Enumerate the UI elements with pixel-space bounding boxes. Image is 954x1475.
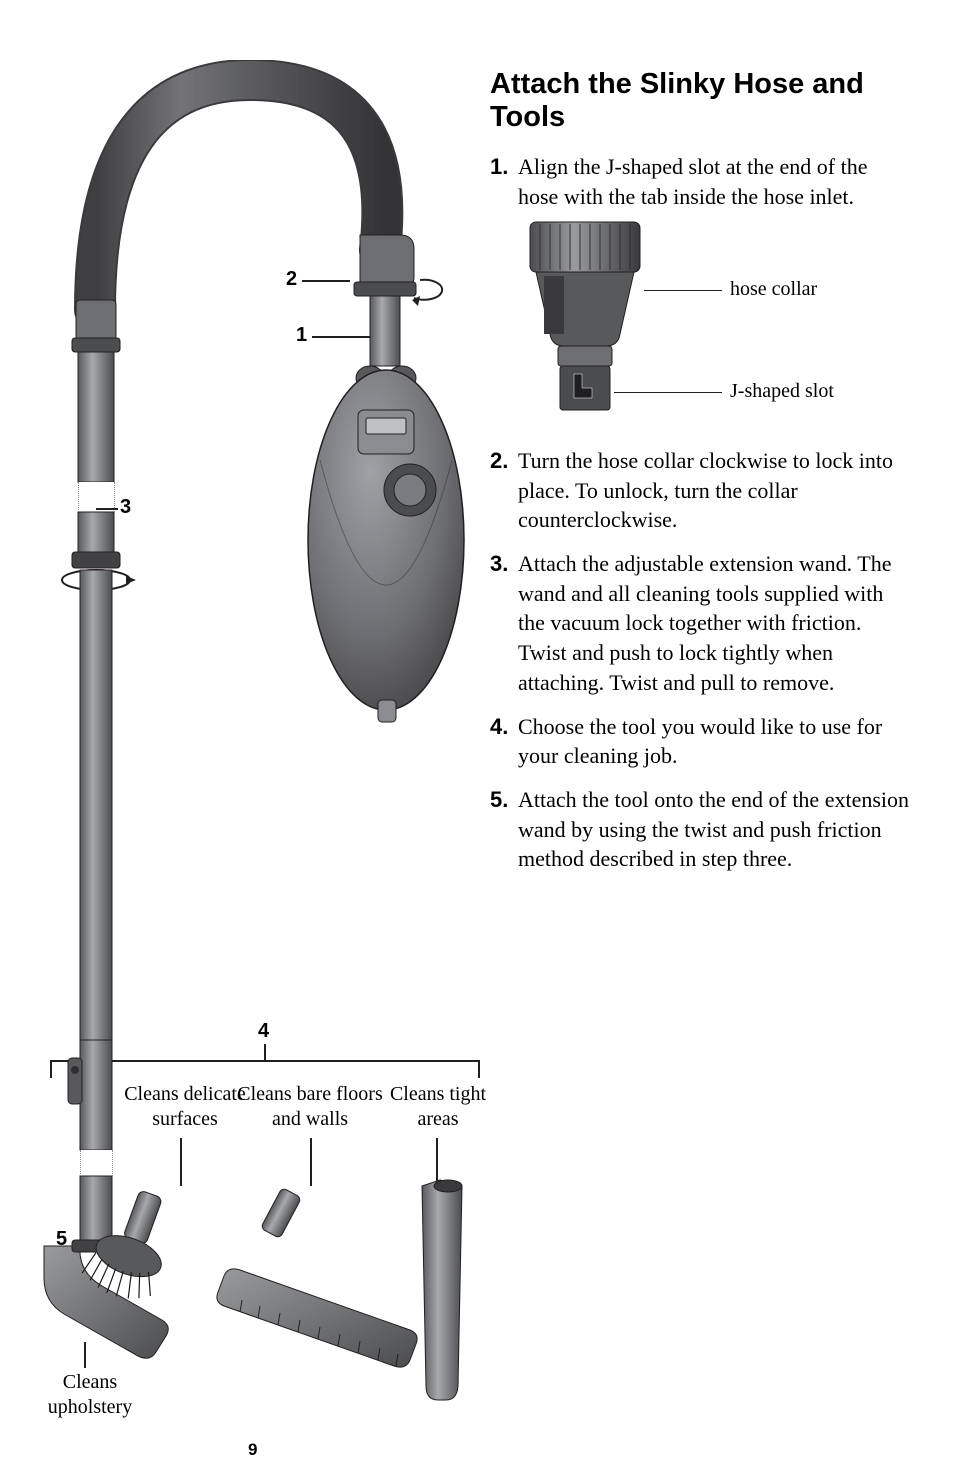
callout-3: 3	[120, 496, 131, 519]
callout-2-line	[302, 280, 350, 282]
callout-1: 1	[296, 324, 307, 347]
steps-list: 1. Align the J-shaped slot at the end of…	[490, 152, 910, 211]
hose-collar-leader	[644, 290, 722, 291]
step-2-text: Turn the hose collar clockwise to lock i…	[518, 446, 910, 535]
j-slot-leader	[614, 392, 722, 393]
step-3-num: 3.	[490, 549, 518, 697]
wand-break2-dots-left	[80, 1150, 81, 1176]
tool-upholstery-leader	[84, 1342, 86, 1368]
step-2: 2. Turn the hose collar clockwise to loc…	[490, 446, 910, 535]
j-slot-label: J-shaped slot	[730, 380, 834, 403]
step-1: 1. Align the J-shaped slot at the end of…	[490, 152, 910, 211]
step-4-num: 4.	[490, 712, 518, 771]
hose-collar-inset-illustration	[500, 214, 720, 434]
step-3-text: Attach the adjustable extension wand. Th…	[518, 549, 910, 697]
callout-2: 2	[286, 268, 297, 291]
step-2-num: 2.	[490, 446, 518, 535]
steps-list-continued: 2. Turn the hose collar clockwise to loc…	[490, 446, 910, 888]
tool-upholstery-text: Cleans upholstery	[48, 1371, 132, 1418]
vacuum-assembly-illustration	[20, 60, 520, 1060]
instructions-column: Attach the Slinky Hose and Tools 1. Alig…	[490, 68, 910, 225]
step-5-text: Attach the tool onto the end of the exte…	[518, 785, 910, 874]
wand-break2-dots-right	[112, 1150, 113, 1176]
step-4-text: Choose the tool you would like to use fo…	[518, 712, 910, 771]
tool-upholstery-label: Cleans upholstery	[30, 1370, 150, 1420]
wand-break-dots-left	[78, 482, 79, 512]
step-3: 3. Attach the adjustable extension wand.…	[490, 549, 910, 697]
step-1-num: 1.	[490, 152, 518, 211]
callout-3-line	[96, 508, 118, 510]
step-1-text: Align the J-shaped slot at the end of th…	[518, 152, 910, 211]
page-number: 9	[248, 1440, 257, 1460]
callout-1-line	[312, 336, 370, 338]
step-4: 4. Choose the tool you would like to use…	[490, 712, 910, 771]
hose-collar-label: hose collar	[730, 278, 817, 301]
step-5-num: 5.	[490, 785, 518, 874]
section-title: Attach the Slinky Hose and Tools	[490, 68, 910, 134]
manual-page: 2 1 3 Attach the Slinky Hose and Tools 1…	[0, 0, 954, 1475]
step-5: 5. Attach the tool onto the end of the e…	[490, 785, 910, 874]
callout-5: 5	[56, 1228, 67, 1251]
